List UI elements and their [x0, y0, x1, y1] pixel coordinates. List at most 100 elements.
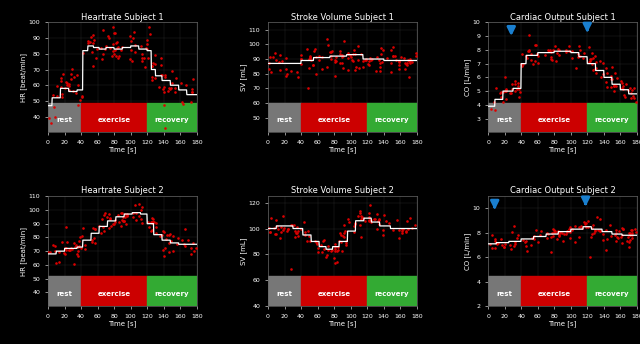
- Point: [319, 237, 330, 243]
- Point: [127, 36, 138, 41]
- Point: [600, 79, 611, 85]
- Bar: [48, 103, 81, 132]
- Text: rest: rest: [497, 117, 513, 123]
- Point: [305, 55, 315, 61]
- Point: [364, 62, 374, 67]
- Point: [340, 228, 350, 234]
- Point: [113, 212, 123, 217]
- Point: [118, 218, 129, 224]
- Point: [54, 259, 65, 265]
- Point: [122, 213, 132, 219]
- Point: [67, 246, 77, 252]
- Point: [98, 27, 108, 33]
- Point: [625, 95, 636, 100]
- Point: [528, 61, 538, 66]
- Point: [531, 227, 541, 233]
- Point: [159, 90, 169, 95]
- Point: [276, 229, 286, 235]
- Point: [554, 232, 564, 238]
- Point: [338, 54, 348, 59]
- Point: [330, 248, 340, 254]
- Bar: [488, 103, 521, 132]
- Point: [609, 88, 619, 94]
- Title: Stroke Volume Subject 2: Stroke Volume Subject 2: [291, 186, 394, 195]
- Point: [379, 212, 389, 218]
- Point: [139, 56, 149, 61]
- Point: [518, 238, 529, 243]
- Point: [148, 61, 158, 66]
- Point: [496, 89, 506, 95]
- Point: [43, 249, 53, 255]
- Point: [533, 239, 543, 244]
- Point: [88, 64, 99, 69]
- Point: [105, 45, 115, 51]
- Point: [513, 84, 524, 89]
- Point: [587, 225, 597, 230]
- Point: [598, 237, 609, 243]
- Point: [164, 233, 174, 238]
- Point: [178, 101, 188, 107]
- Point: [73, 253, 83, 258]
- Point: [513, 233, 523, 238]
- Point: [303, 228, 313, 234]
- Point: [107, 53, 117, 58]
- Point: [330, 247, 340, 252]
- Point: [56, 78, 67, 83]
- Point: [546, 50, 556, 55]
- Point: [130, 50, 140, 55]
- Point: [376, 51, 387, 57]
- Point: [63, 247, 74, 253]
- Point: [106, 215, 116, 221]
- Point: [596, 74, 606, 80]
- Point: [305, 56, 315, 62]
- Point: [567, 49, 577, 54]
- Y-axis label: HR [beat/min]: HR [beat/min]: [20, 227, 28, 276]
- Point: [353, 57, 364, 63]
- Point: [318, 238, 328, 244]
- Point: [136, 43, 147, 49]
- Point: [283, 226, 293, 232]
- Point: [188, 77, 198, 82]
- Point: [302, 46, 312, 52]
- Point: [312, 240, 322, 246]
- Point: [324, 11, 335, 17]
- Point: [501, 96, 511, 101]
- Point: [116, 223, 127, 229]
- Point: [335, 51, 346, 56]
- Point: [564, 224, 575, 229]
- Point: [122, 212, 132, 217]
- Point: [77, 50, 88, 56]
- Point: [150, 62, 160, 67]
- Point: [526, 243, 536, 248]
- Point: [177, 237, 187, 243]
- Point: [490, 246, 500, 251]
- Point: [585, 254, 595, 260]
- Point: [597, 14, 607, 19]
- Point: [77, 93, 87, 99]
- Point: [339, 234, 349, 239]
- Point: [572, 65, 582, 71]
- Point: [186, 246, 196, 251]
- Point: [275, 67, 285, 73]
- Point: [561, 47, 571, 53]
- Point: [584, 59, 594, 65]
- Point: [335, 230, 345, 236]
- Text: recovery: recovery: [374, 117, 409, 123]
- Point: [565, 236, 575, 241]
- Point: [405, 56, 415, 62]
- Point: [157, 73, 167, 78]
- Point: [490, 236, 500, 241]
- Point: [405, 215, 415, 221]
- Point: [296, 226, 307, 232]
- Point: [271, 223, 282, 228]
- Point: [265, 229, 275, 234]
- Point: [156, 232, 166, 237]
- Point: [531, 52, 541, 57]
- Point: [322, 36, 332, 42]
- Point: [113, 55, 123, 60]
- Point: [595, 58, 605, 64]
- Point: [514, 94, 524, 99]
- Point: [585, 56, 595, 61]
- Point: [611, 230, 621, 236]
- Point: [602, 85, 612, 90]
